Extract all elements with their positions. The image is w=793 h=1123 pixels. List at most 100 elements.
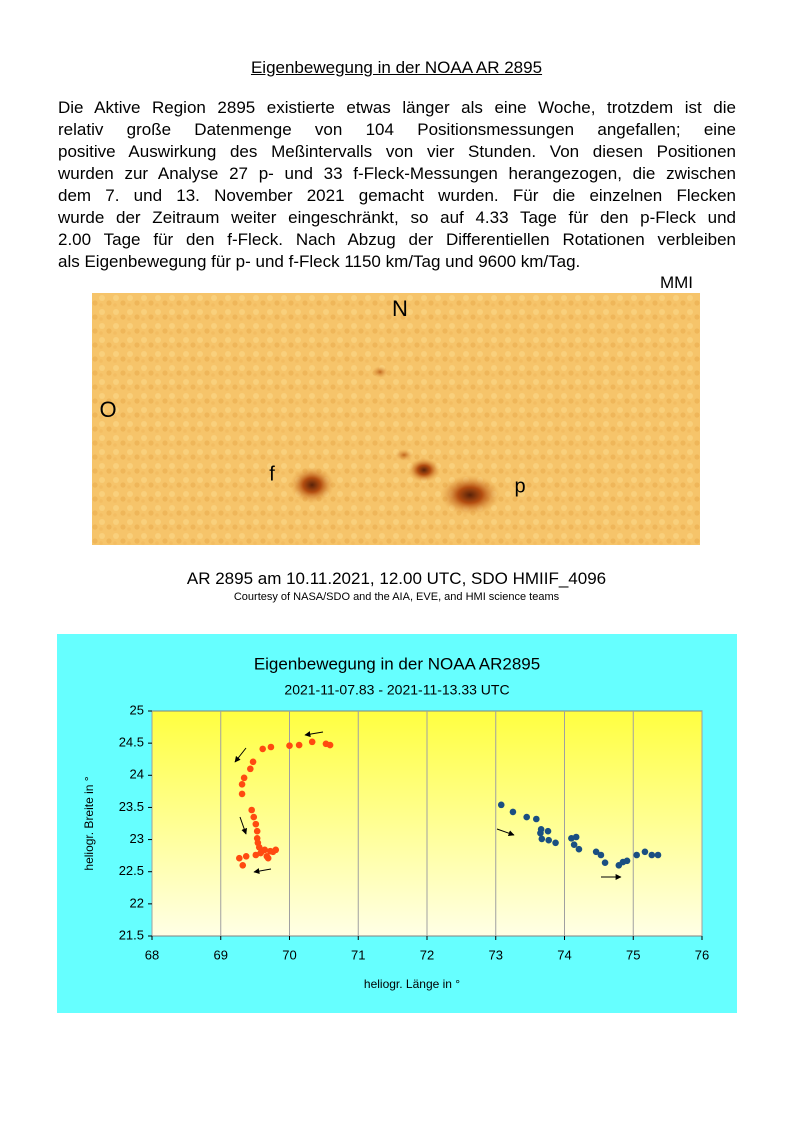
x-tick-label: 75 [626, 947, 640, 962]
data-point [264, 854, 272, 862]
sunspot [408, 458, 440, 482]
data-point [258, 847, 266, 855]
text-line: dem 7. und 13. November 2021 gemacht wur… [58, 186, 736, 205]
data-point [257, 849, 264, 857]
data-point [249, 758, 257, 766]
data-point [537, 829, 544, 837]
data-point [619, 858, 627, 866]
data-point [322, 740, 330, 748]
text-line: Die Aktive Region 2895 existierte etwas … [58, 98, 736, 117]
arrow [304, 731, 324, 738]
data-point [261, 846, 269, 854]
y-axis-label: heliogr. Breite in ° [82, 776, 96, 870]
data-point [236, 854, 243, 862]
chart-background [57, 634, 737, 1013]
x-tick-label: 71 [351, 947, 365, 962]
data-point [269, 848, 277, 856]
y-tick-label: 21.5 [119, 927, 144, 942]
data-point [552, 839, 559, 847]
data-point [572, 833, 580, 841]
x-tick-label: 74 [557, 947, 571, 962]
arrow [239, 816, 248, 835]
y-tick-label: 22.5 [119, 863, 144, 878]
data-point [533, 815, 540, 823]
text-line: wurde der Zeitraum weiter eingeschränkt,… [58, 208, 736, 227]
image-label: O [99, 397, 116, 422]
data-point [654, 851, 662, 859]
data-point [242, 852, 250, 860]
text-line: als Eigenbewegung für p- und f-Fleck 115… [58, 252, 581, 271]
data-point [247, 765, 254, 773]
data-point [259, 745, 266, 753]
data-point [255, 843, 263, 851]
image-label: f [269, 463, 275, 485]
x-tick-label: 72 [420, 947, 434, 962]
data-point [286, 742, 293, 750]
data-point [641, 848, 649, 856]
data-point [497, 801, 505, 809]
y-tick-label: 23 [130, 831, 144, 846]
plot-area [151, 710, 703, 937]
pore [395, 449, 413, 461]
text-line: positive Auswirkung des Meßintervalls vo… [58, 142, 736, 161]
data-point [615, 861, 623, 869]
data-point [267, 743, 275, 751]
arrow [234, 747, 247, 763]
data-point [266, 847, 274, 855]
data-point [523, 813, 530, 821]
data-point [538, 835, 546, 843]
data-point [592, 848, 600, 856]
y-tick-label: 24 [130, 767, 144, 782]
data-point [253, 834, 261, 842]
arrow [253, 868, 272, 875]
data-point [252, 851, 260, 859]
data-point [568, 834, 575, 842]
data-point [575, 845, 583, 853]
sunspot [290, 467, 334, 503]
document-title: Eigenbewegung in der NOAA AR 2895 [250, 58, 543, 77]
x-tick-label: 69 [214, 947, 228, 962]
data-point [545, 836, 552, 844]
sunspot [440, 475, 500, 515]
x-tick-label: 70 [282, 947, 296, 962]
data-point [326, 741, 334, 749]
data-point [240, 774, 248, 782]
data-point [238, 790, 246, 798]
x-axis-label: heliogr. Länge in ° [364, 977, 460, 991]
data-point [239, 861, 247, 869]
y-tick-label: 25 [130, 702, 144, 717]
data-point [544, 827, 552, 835]
y-tick-label: 23.5 [119, 799, 144, 814]
image-caption: AR 2895 am 10.11.2021, 12.00 UTC, SDO HM… [186, 569, 607, 588]
text-line: 2.00 Tage für den f-Fleck. Nach Abzug de… [58, 230, 736, 249]
chart-title: Eigenbewegung in der NOAA AR2895 [254, 654, 540, 673]
data-point [537, 825, 545, 833]
data-point [597, 851, 605, 859]
solar-image: N O f p [92, 293, 700, 545]
arrow [496, 828, 515, 837]
y-tick-label: 24.5 [119, 735, 144, 750]
data-point [250, 813, 258, 821]
chart-subtitle: 2021-11-07.83 - 2021-11-13.33 UTC [284, 682, 509, 698]
data-point [623, 857, 631, 865]
paragraph: Die Aktive Region 2895 existierte etwas … [58, 97, 736, 273]
image-label: N [392, 296, 408, 321]
source-label: MMI [659, 273, 693, 292]
photosphere [92, 293, 700, 545]
x-tick-label: 76 [695, 947, 709, 962]
data-point [253, 827, 261, 835]
data-point [254, 839, 262, 847]
text-line: wurden zur Analyse 27 p- und 33 f-Fleck-… [58, 164, 736, 183]
x-tick-label: 73 [489, 947, 503, 962]
data-point [252, 820, 260, 828]
y-tick-label: 22 [130, 895, 144, 910]
data-point [295, 741, 303, 749]
text-line: relativ große Datenmenge von 104 Positio… [58, 120, 736, 139]
data-point [238, 780, 246, 788]
x-tick-label: 68 [145, 947, 159, 962]
image-label: p [514, 475, 525, 497]
data-point [601, 859, 609, 867]
pore [372, 366, 388, 378]
